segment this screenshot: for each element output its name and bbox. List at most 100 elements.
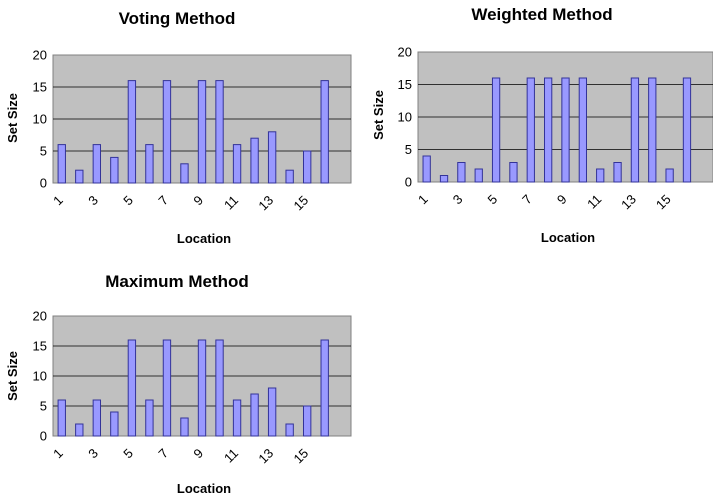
bar [92,144,102,184]
bar [75,423,84,437]
y-tick-label: 20 [398,45,412,60]
x-tick-labels: 1 3 5 7 9 11 13 15 [415,192,674,213]
x-tick-label: 13 [618,192,639,213]
bar [110,156,119,184]
y-tick-label: 0 [40,429,47,444]
bar [250,137,259,184]
bar [320,80,329,184]
bar [250,393,259,437]
x-tick-label: 13 [255,193,276,214]
bar [578,77,587,183]
x-tick-label: 15 [653,192,674,213]
bar [197,339,207,437]
y-axis-title: Set Size [5,351,20,401]
bar [302,150,312,184]
bar [613,162,622,183]
x-tick-label: 3 [85,446,101,462]
x-tick-label: 9 [554,192,570,208]
bar [544,77,553,183]
bar [474,168,483,183]
bar [491,77,501,183]
x-tick-label: 5 [120,193,136,209]
bar [285,169,294,184]
bar [648,77,657,183]
y-tick-label: 15 [33,339,47,354]
x-tick-label: 11 [221,193,241,213]
bar [232,399,242,437]
y-tick-label: 5 [405,142,412,157]
bar [320,339,329,437]
y-tick-label: 10 [398,110,412,125]
bars [57,80,329,184]
bar [561,77,570,183]
bar [682,77,692,183]
bar [422,155,431,183]
chart-title: Weighted Method [471,5,612,24]
bar [180,417,189,437]
x-axis-title: Location [541,230,595,245]
y-tick-label: 10 [33,369,47,384]
bar [267,387,277,437]
chart-title: Maximum Method [105,272,249,291]
y-tick-label: 15 [33,80,47,95]
bar [110,411,119,437]
bars [57,339,329,437]
x-tick-label: 13 [255,446,276,467]
x-tick-labels: 1 3 5 7 9 11 13 15 [50,446,311,467]
x-tick-label: 5 [484,192,500,208]
bar [596,168,605,183]
bar [57,399,66,437]
x-tick-labels: 1 3 5 7 9 11 13 15 [50,193,311,214]
bar [232,144,242,184]
bars [422,77,692,183]
x-tick-label: 7 [155,446,171,462]
bar [180,163,189,184]
x-tick-label: 1 [50,446,66,462]
y-tick-label: 15 [398,77,412,92]
x-axis-title: Location [177,481,231,496]
x-tick-label: 9 [190,193,206,209]
x-tick-label: 15 [290,193,311,214]
bar [526,77,535,183]
y-tick-labels: 0 5 10 15 20 [398,45,412,190]
bar [145,399,154,437]
bar [145,144,154,184]
bar [215,339,224,437]
bar [127,80,137,184]
bar [127,339,137,437]
bar [162,80,172,184]
bar [197,80,207,184]
bar [92,399,102,437]
y-tick-label: 10 [33,112,47,127]
bar [457,162,466,183]
bar [285,423,294,437]
y-tick-label: 20 [33,309,47,324]
x-tick-label: 3 [85,193,101,209]
y-tick-label: 5 [40,144,47,159]
bar [630,77,640,183]
y-tick-label: 20 [33,48,47,63]
bar [439,175,449,183]
bar [267,131,277,184]
x-tick-label: 7 [519,192,535,208]
y-tick-labels: 0 5 10 15 20 [33,48,47,191]
y-tick-labels: 0 5 10 15 20 [33,309,47,444]
x-tick-label: 1 [415,192,431,208]
bar [162,339,172,437]
x-tick-label: 11 [221,446,241,466]
y-tick-label: 0 [40,176,47,191]
x-tick-label: 15 [290,446,311,467]
x-tick-label: 11 [584,192,604,212]
y-axis-title: Set Size [5,93,20,143]
x-tick-label: 1 [50,193,66,209]
bar [75,169,84,184]
x-tick-label: 3 [450,192,466,208]
bar [509,162,518,183]
y-tick-label: 5 [40,399,47,414]
y-tick-label: 0 [405,175,412,190]
y-axis-title: Set Size [371,90,386,140]
